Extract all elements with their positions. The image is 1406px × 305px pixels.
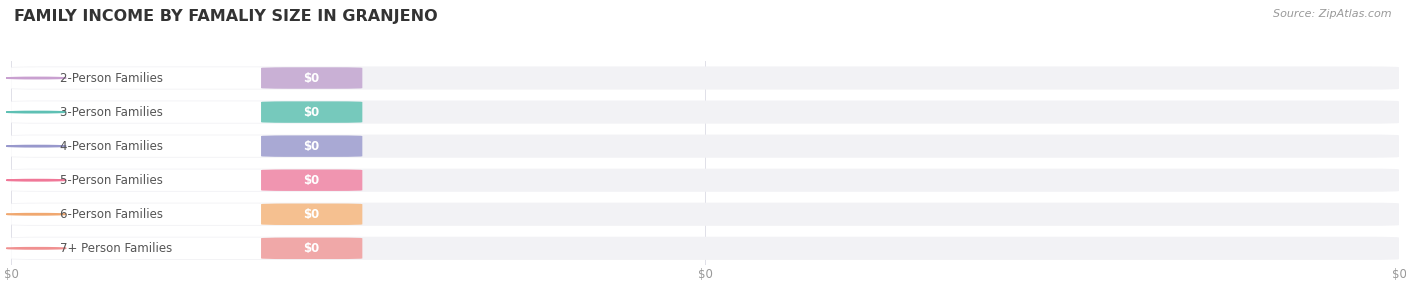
Circle shape	[6, 145, 66, 147]
Text: 4-Person Families: 4-Person Families	[60, 140, 163, 152]
FancyBboxPatch shape	[11, 238, 281, 259]
FancyBboxPatch shape	[262, 67, 363, 89]
FancyBboxPatch shape	[262, 101, 363, 123]
Text: 6-Person Families: 6-Person Families	[60, 208, 163, 221]
Text: $0: $0	[304, 106, 319, 119]
Text: FAMILY INCOME BY FAMALIY SIZE IN GRANJENO: FAMILY INCOME BY FAMALIY SIZE IN GRANJEN…	[14, 9, 437, 24]
Circle shape	[6, 248, 66, 249]
Text: $0: $0	[304, 174, 319, 187]
FancyBboxPatch shape	[11, 169, 1399, 192]
Circle shape	[6, 214, 66, 215]
Circle shape	[6, 111, 66, 113]
Text: $0: $0	[304, 242, 319, 255]
Text: 2-Person Families: 2-Person Families	[60, 72, 163, 84]
FancyBboxPatch shape	[11, 66, 1399, 90]
FancyBboxPatch shape	[11, 135, 281, 157]
FancyBboxPatch shape	[11, 101, 1399, 124]
FancyBboxPatch shape	[11, 101, 281, 123]
FancyBboxPatch shape	[11, 237, 1399, 260]
FancyBboxPatch shape	[11, 67, 281, 89]
FancyBboxPatch shape	[11, 170, 281, 191]
Circle shape	[6, 179, 66, 181]
FancyBboxPatch shape	[11, 203, 281, 225]
Text: 3-Person Families: 3-Person Families	[60, 106, 163, 119]
FancyBboxPatch shape	[262, 135, 363, 157]
Circle shape	[6, 77, 66, 79]
Text: $0: $0	[304, 208, 319, 221]
FancyBboxPatch shape	[262, 170, 363, 191]
Text: $0: $0	[304, 72, 319, 84]
FancyBboxPatch shape	[262, 238, 363, 259]
FancyBboxPatch shape	[11, 203, 1399, 226]
Text: 7+ Person Families: 7+ Person Families	[60, 242, 172, 255]
Text: Source: ZipAtlas.com: Source: ZipAtlas.com	[1274, 9, 1392, 19]
Text: 5-Person Families: 5-Person Families	[60, 174, 163, 187]
FancyBboxPatch shape	[11, 135, 1399, 158]
FancyBboxPatch shape	[262, 203, 363, 225]
Text: $0: $0	[304, 140, 319, 152]
